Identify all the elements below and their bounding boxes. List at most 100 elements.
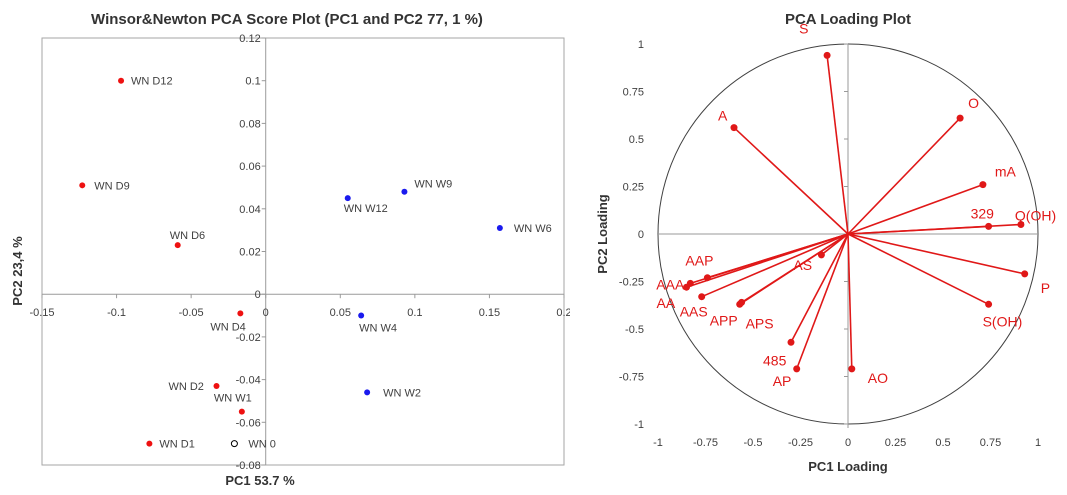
loading-vector-label: S (799, 20, 808, 36)
score-point (79, 182, 86, 189)
score-y-tick-label: 0.08 (239, 118, 260, 130)
score-point (238, 408, 245, 415)
loading-y-tick-label: 1 (638, 39, 644, 51)
loading-vector-point (1021, 270, 1029, 278)
loading-plot: PCA Loading Plot -1 -0.75 -0.5 -0.25 0 0.25 0.… (595, 11, 1056, 474)
score-point (401, 188, 408, 195)
score-x-tick-label: -0.05 (179, 307, 204, 319)
loading-vector-label: AAS (680, 304, 708, 320)
score-plot-panel: Winsor&Newton PCA Score Plot (PC1 and PC… (10, 11, 572, 488)
loading-vector-point (683, 283, 690, 291)
loading-x-tick-label: 0.5 (935, 437, 950, 449)
score-axes: -0.15 -0.1 -0.05 0 0.05 0.1 0.15 0.2 -0.08 -0.06 -… (29, 33, 571, 472)
score-point (358, 312, 365, 319)
loading-vector-point (793, 365, 801, 373)
score-point (146, 440, 153, 447)
loading-vector-point (698, 293, 706, 301)
loading-y-tick-label: 0.25 (623, 182, 644, 194)
loading-vector-label: P (1041, 280, 1050, 296)
loading-vector-line (741, 233, 849, 304)
loading-vector-label: APP (710, 312, 738, 328)
loading-y-tick-label: -0.5 (625, 324, 644, 336)
score-point-label: WN W6 (514, 223, 552, 235)
loading-vector-label: AAA (656, 276, 685, 292)
loading-vector-line (847, 233, 1025, 275)
loading-vector-point (738, 298, 746, 306)
loading-x-tick-label: -0.5 (744, 437, 763, 449)
score-x-tick-label: 0.15 (479, 307, 500, 319)
loading-vector-label: 485 (763, 352, 787, 368)
loading-x-tick-label: 0.25 (885, 437, 906, 449)
loading-vector-label: Q(OH) (1015, 208, 1056, 224)
loading-vector-line (847, 233, 989, 306)
score-points: WN D12 WN D9 WN D6 WN D4 WN D2 WN W1 WN D1 WN 0… (79, 76, 552, 451)
loading-vector-line (795, 233, 849, 370)
score-point-label: WN D4 (210, 321, 245, 333)
score-point (118, 77, 125, 84)
score-x-tick-label: 0.1 (407, 307, 422, 319)
loading-vector-line (826, 55, 849, 235)
loading-vector-line (790, 233, 849, 343)
score-y-tick-label: 0.12 (239, 33, 260, 45)
loading-x-tick-label: -1 (653, 437, 663, 449)
score-y-tick-label: 0.06 (239, 161, 260, 173)
score-point (213, 383, 220, 390)
score-point-label: WN 0 (248, 439, 276, 451)
loading-vector-label: AP (773, 373, 792, 389)
score-x-tick-label: -0.1 (107, 307, 126, 319)
score-point-label: WN D12 (131, 76, 173, 88)
score-point (364, 389, 371, 396)
score-point-label: WN D6 (170, 230, 205, 242)
loading-vector-label: AS (793, 257, 812, 273)
score-y-tick-label: -0.08 (236, 460, 261, 472)
score-y-axis-label: PC2 23,4 % (10, 236, 25, 306)
loading-plot-title: PCA Loading Plot (785, 11, 911, 28)
loading-vector-label: A (718, 108, 728, 124)
loading-vector-line (847, 183, 984, 235)
score-point (230, 440, 238, 448)
loading-x-tick-label: 0.75 (980, 437, 1001, 449)
score-y-tick-label: -0.06 (236, 417, 261, 429)
score-y-tick-label: 0.04 (239, 204, 260, 216)
score-x-tick-label: 0.2 (556, 307, 570, 319)
score-plot: Winsor&Newton PCA Score Plot (PC1 and PC… (10, 11, 572, 488)
loading-vector-point (1017, 221, 1025, 228)
loading-vector-point (787, 338, 795, 346)
loading-y-tick-label: 0 (638, 229, 644, 241)
score-point (237, 310, 244, 317)
score-plot-title: Winsor&Newton PCA Score Plot (PC1 and PC… (91, 11, 483, 28)
score-x-tick-label: 0 (263, 307, 269, 319)
loading-vector-point (730, 124, 738, 132)
loading-vector-point (985, 300, 993, 308)
loading-y-tick-label: -0.25 (619, 277, 644, 289)
score-point-label: WN D1 (159, 439, 194, 451)
loading-vector-line (733, 127, 849, 235)
score-y-tick-label: 0.1 (245, 76, 260, 88)
loading-x-tick-label: 0 (845, 437, 851, 449)
score-point-label: WN D9 (94, 180, 129, 192)
loading-y-tick-label: -1 (634, 419, 644, 431)
loading-vector-point (956, 114, 964, 122)
loading-x-axis-label: PC1 Loading (808, 459, 888, 474)
loading-vector-line (847, 233, 853, 369)
score-point (174, 242, 181, 249)
loading-vector-line (701, 233, 849, 298)
loading-y-axis-label: PC2 Loading (595, 194, 610, 274)
loading-vector-label: APS (746, 315, 774, 331)
score-point-label: WN W12 (344, 203, 388, 215)
loading-plot-panel: PCA Loading Plot -1 -0.75 -0.5 -0.25 0 0.25 0.… (580, 0, 1067, 490)
loading-y-tick-label: 0.5 (629, 134, 644, 146)
loading-vector-label: AO (868, 370, 888, 386)
loading-vector-line (847, 117, 961, 235)
score-point (344, 195, 351, 202)
score-point-label: WN W4 (359, 323, 397, 335)
score-y-tick-label: 0.02 (239, 247, 260, 259)
loading-vector-label: mA (995, 164, 1017, 180)
score-y-tick-label: 0 (255, 289, 261, 301)
loading-y-tick-label: 0.75 (623, 87, 644, 99)
loading-vector-label: AAP (685, 253, 713, 269)
loading-vector-point (817, 251, 825, 259)
score-point-label: WN W1 (214, 393, 252, 405)
loading-x-tick-label: 1 (1035, 437, 1041, 449)
